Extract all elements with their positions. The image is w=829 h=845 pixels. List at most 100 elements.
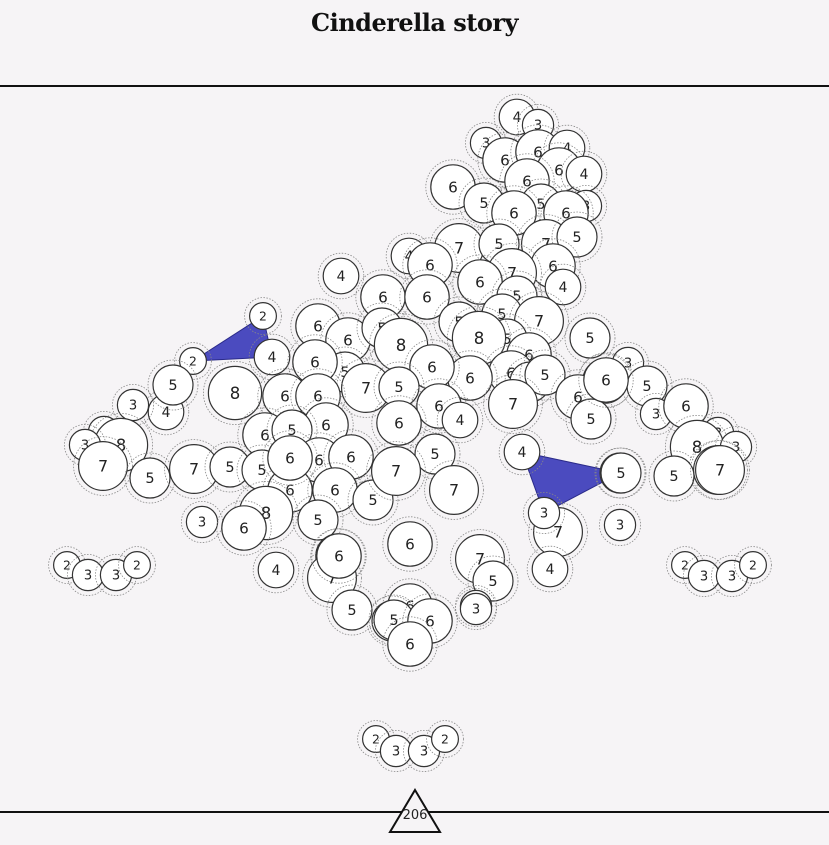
tile-value: 3 [198,516,206,531]
tile-value: 6 [285,449,295,467]
tile-value: 2 [133,557,141,572]
tile[interactable]: 5 [519,349,571,401]
tile[interactable]: 6 [399,269,455,325]
tile-value: 7 [534,312,544,331]
tile-disc[interactable] [488,379,539,430]
tile-disc[interactable] [387,521,433,567]
tile[interactable]: 4 [248,333,296,381]
tile[interactable]: 4 [498,428,546,476]
tile-disc[interactable] [583,357,629,403]
tile-disc[interactable] [653,455,695,497]
tile-value: 7 [715,461,725,480]
tile-disc[interactable] [527,496,561,530]
tile-value: 7 [541,235,551,254]
tile-disc[interactable] [404,274,450,320]
tile-halo [262,430,318,486]
tile[interactable]: 2 [734,546,772,584]
tile-disc[interactable] [129,457,171,499]
tile-value: 5 [313,513,322,529]
tile[interactable]: 4 [252,546,300,594]
tile[interactable]: 5 [292,494,344,546]
tile[interactable]: 4 [526,545,574,593]
tile-value: 6 [561,204,571,222]
tile-value: 7 [391,462,401,481]
tile[interactable]: 3 [683,555,726,598]
tile[interactable]: 5 [147,359,199,411]
tile[interactable]: 6 [452,254,508,310]
tile[interactable]: 2 [426,720,464,758]
tile[interactable]: 4 [317,252,365,300]
tile[interactable]: 3 [180,500,223,543]
tile[interactable]: 6 [311,528,367,584]
tile[interactable]: 6 [382,516,438,572]
tile-disc[interactable] [387,621,433,667]
tile-disc[interactable] [77,441,128,492]
tile-disc[interactable] [376,400,422,446]
tile-disc[interactable] [556,216,598,258]
tile[interactable]: 3 [599,503,642,546]
tile[interactable]: 2 [244,297,282,335]
tile[interactable]: 5 [551,211,603,263]
tile[interactable]: 6 [216,500,272,556]
tile-disc[interactable] [600,452,642,494]
tile[interactable]: 7 [424,460,484,520]
tile-disc[interactable] [297,499,339,541]
tile-disc[interactable] [267,435,313,481]
tile[interactable]: 3 [523,491,566,534]
tile-disc[interactable] [249,302,278,331]
tile-disc[interactable] [429,465,480,516]
tile-halo [543,124,591,172]
tile-disc[interactable] [524,354,566,396]
tile-value: 6 [285,481,295,499]
tile-disc[interactable] [694,445,745,496]
tile-value: 6 [465,369,475,387]
tile[interactable]: 4 [560,150,608,198]
tile[interactable]: 7 [73,436,133,496]
tile[interactable]: 5 [564,312,616,364]
tile-value: 4 [337,269,346,285]
tile-value: 2 [189,353,197,368]
tile[interactable]: 5 [124,452,176,504]
tile[interactable]: 6 [382,616,438,672]
tile-disc[interactable] [322,257,360,295]
tile[interactable]: 6 [578,352,634,408]
tile-disc[interactable] [371,446,422,497]
tile[interactable]: 6 [262,430,318,486]
tile[interactable]: 5 [595,447,647,499]
tile[interactable]: 2 [174,342,212,380]
tile-value: 5 [586,412,595,428]
tile[interactable]: 5 [565,393,617,445]
tile[interactable]: 7 [690,440,750,500]
tile-disc[interactable] [207,365,263,421]
tile-disc[interactable] [441,401,479,439]
tile[interactable]: 5 [467,555,519,607]
tile-value: 5 [488,574,497,590]
tile-disc[interactable] [503,433,541,471]
tile[interactable]: 2 [118,546,156,584]
tile-disc[interactable] [472,560,514,602]
tile-disc[interactable] [253,338,291,376]
tile-disc[interactable] [221,505,267,551]
tile-disc[interactable] [738,550,767,579]
tile-disc[interactable] [331,589,373,631]
tile-disc[interactable] [459,592,493,626]
tile-halo [551,211,603,263]
tile-disc[interactable] [431,724,460,753]
tile-disc[interactable] [603,508,637,542]
tile-disc[interactable] [122,550,151,579]
tile[interactable]: 7 [483,374,543,434]
tile-value: 5 [225,460,234,476]
tile-halo [112,383,155,426]
tile-halo [446,305,511,370]
tile[interactable]: 7 [366,441,426,501]
tile-disc[interactable] [257,551,295,589]
tile[interactable]: 4 [436,396,484,444]
tile[interactable]: 3 [454,588,497,631]
tile-disc[interactable] [152,364,194,406]
tile-disc[interactable] [570,398,612,440]
tile-value: 2 [441,731,449,746]
tile-value: 5 [479,196,488,212]
tile-disc[interactable] [531,550,569,588]
tile-disc[interactable] [316,533,362,579]
selection-wedge-left [191,315,273,362]
